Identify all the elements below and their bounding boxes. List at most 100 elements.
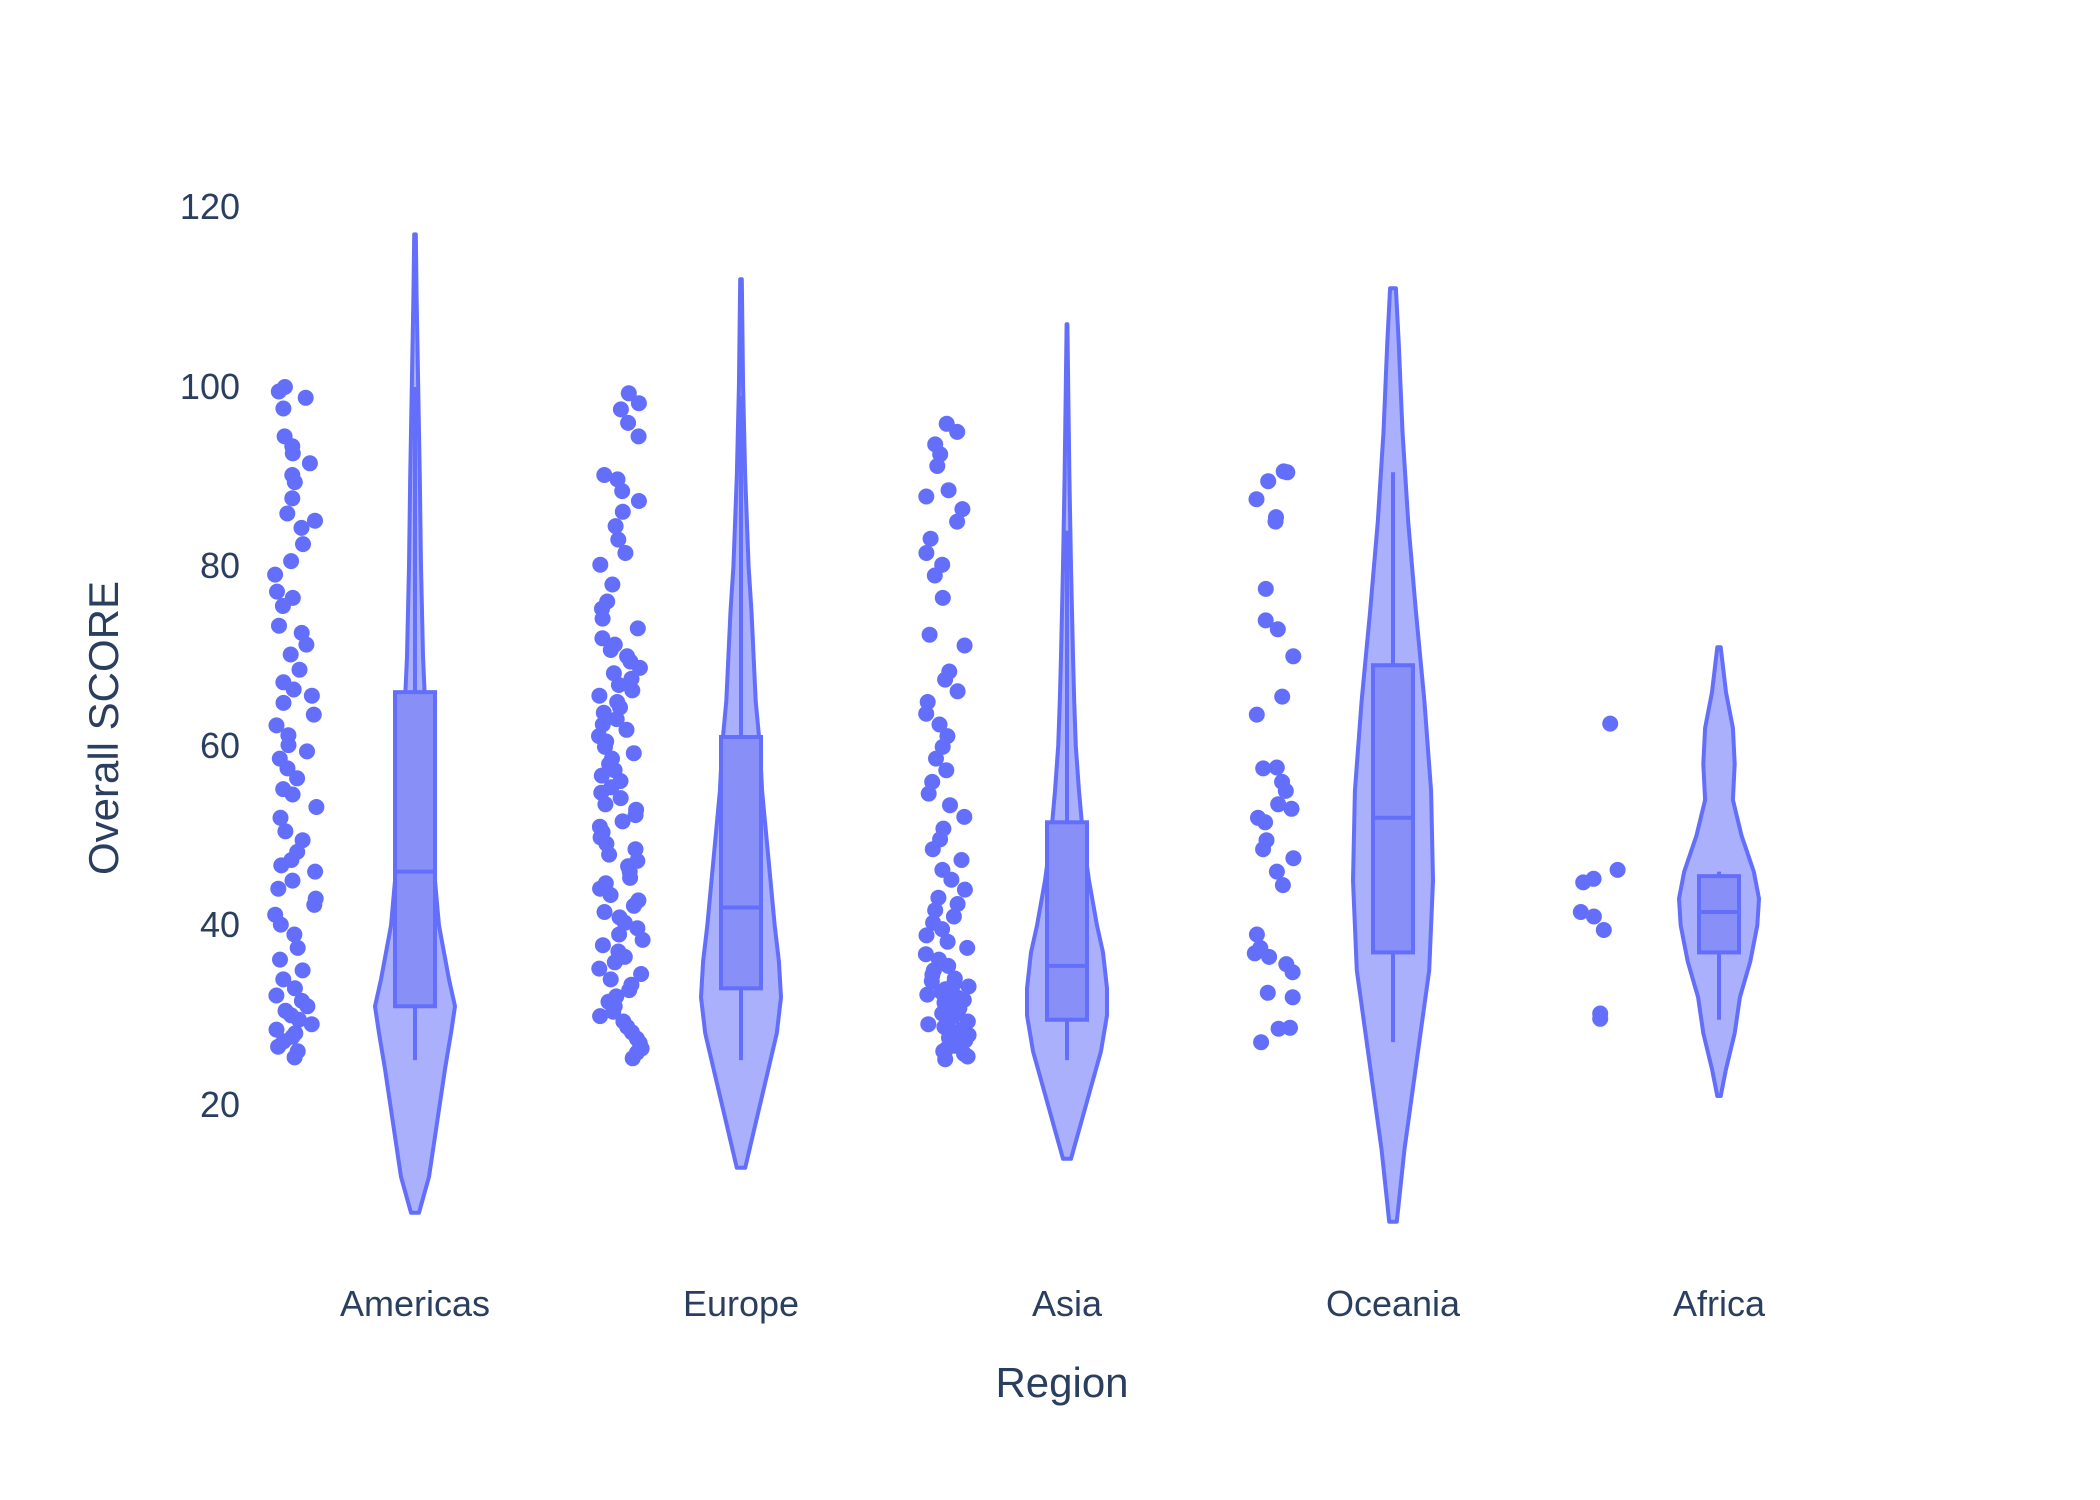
data-point bbox=[599, 593, 616, 610]
data-point bbox=[303, 1016, 320, 1033]
data-point bbox=[604, 750, 620, 767]
data-point bbox=[627, 841, 644, 858]
data-point bbox=[1269, 621, 1286, 638]
data-point bbox=[1278, 956, 1295, 973]
data-point bbox=[596, 904, 613, 920]
data-point bbox=[1268, 509, 1284, 526]
data-point bbox=[619, 648, 636, 665]
violin-group-asia bbox=[917, 322, 1109, 1161]
data-point bbox=[941, 663, 958, 680]
data-point bbox=[305, 706, 322, 723]
data-point bbox=[630, 493, 647, 509]
data-point bbox=[624, 682, 641, 699]
data-point bbox=[284, 490, 301, 507]
data-point bbox=[1282, 1019, 1298, 1036]
data-point bbox=[614, 813, 631, 830]
data-point bbox=[1585, 908, 1602, 925]
data-point bbox=[959, 1013, 976, 1030]
data-point bbox=[1257, 612, 1274, 629]
data-point bbox=[1258, 832, 1275, 849]
y-axis-title: Overall SCORE bbox=[80, 581, 127, 875]
data-point bbox=[592, 1008, 609, 1025]
data-point bbox=[615, 1013, 632, 1030]
data-point bbox=[1602, 715, 1619, 732]
data-point bbox=[1284, 989, 1301, 1006]
data-point bbox=[1585, 870, 1602, 887]
x-axis-title: Region bbox=[995, 1359, 1128, 1406]
data-point bbox=[307, 512, 323, 529]
data-point bbox=[918, 927, 935, 944]
data-point bbox=[930, 889, 947, 906]
data-point bbox=[935, 820, 952, 837]
data-point bbox=[946, 970, 963, 987]
data-point bbox=[938, 415, 955, 432]
data-point bbox=[268, 717, 285, 734]
data-point bbox=[276, 379, 293, 395]
data-point bbox=[920, 1016, 937, 1033]
data-point bbox=[956, 808, 973, 825]
data-point bbox=[610, 531, 627, 548]
data-point bbox=[267, 566, 284, 583]
data-point bbox=[275, 674, 292, 691]
data-point bbox=[620, 414, 637, 431]
data-point bbox=[956, 637, 973, 654]
data-point bbox=[630, 428, 647, 445]
data-point bbox=[945, 908, 962, 925]
data-point bbox=[1250, 809, 1266, 826]
data-point bbox=[960, 978, 977, 995]
data-point bbox=[1595, 922, 1612, 938]
data-point bbox=[928, 750, 944, 767]
y-tick-label: 20 bbox=[200, 1084, 240, 1125]
data-point bbox=[1260, 473, 1277, 490]
data-point bbox=[607, 518, 624, 535]
x-tick-label: Europe bbox=[683, 1283, 799, 1324]
data-point bbox=[1285, 648, 1302, 665]
data-point bbox=[275, 781, 292, 798]
data-point bbox=[614, 503, 631, 520]
data-point bbox=[275, 400, 292, 417]
data-point bbox=[629, 620, 646, 637]
data-point bbox=[275, 971, 292, 988]
data-point bbox=[1592, 1005, 1609, 1022]
data-point bbox=[949, 683, 966, 700]
data-point bbox=[940, 482, 957, 499]
data-point bbox=[268, 987, 285, 1004]
data-point bbox=[294, 962, 311, 979]
data-point bbox=[291, 661, 308, 678]
violin-group-americas bbox=[267, 232, 457, 1215]
data-point bbox=[1283, 800, 1300, 817]
data-point bbox=[927, 436, 944, 453]
data-point bbox=[633, 966, 650, 982]
data-point bbox=[594, 716, 611, 733]
data-point bbox=[284, 589, 301, 606]
data-point bbox=[939, 933, 956, 950]
data-point bbox=[1285, 850, 1302, 867]
data-point bbox=[630, 395, 647, 412]
data-point bbox=[949, 896, 966, 912]
data-point bbox=[294, 832, 311, 849]
data-point bbox=[618, 721, 635, 738]
data-point bbox=[956, 881, 973, 898]
data-point bbox=[293, 992, 310, 1009]
data-point bbox=[282, 646, 299, 663]
data-point bbox=[279, 505, 296, 522]
data-point bbox=[596, 467, 613, 483]
data-point bbox=[612, 401, 629, 418]
data-point bbox=[623, 670, 640, 687]
data-point bbox=[592, 556, 609, 573]
data-point bbox=[605, 665, 622, 682]
data-point bbox=[1275, 463, 1292, 480]
data-point bbox=[593, 767, 610, 784]
data-point bbox=[307, 863, 324, 880]
box-iqr bbox=[1371, 663, 1415, 955]
data-point bbox=[625, 745, 642, 762]
data-point bbox=[1255, 760, 1272, 777]
data-point bbox=[307, 890, 324, 907]
violin-group-oceania bbox=[1246, 286, 1435, 1224]
data-point bbox=[1268, 759, 1285, 776]
data-point bbox=[1572, 904, 1589, 920]
data-point bbox=[918, 488, 935, 505]
violin-group-europe bbox=[591, 277, 783, 1170]
data-point bbox=[1248, 491, 1265, 508]
